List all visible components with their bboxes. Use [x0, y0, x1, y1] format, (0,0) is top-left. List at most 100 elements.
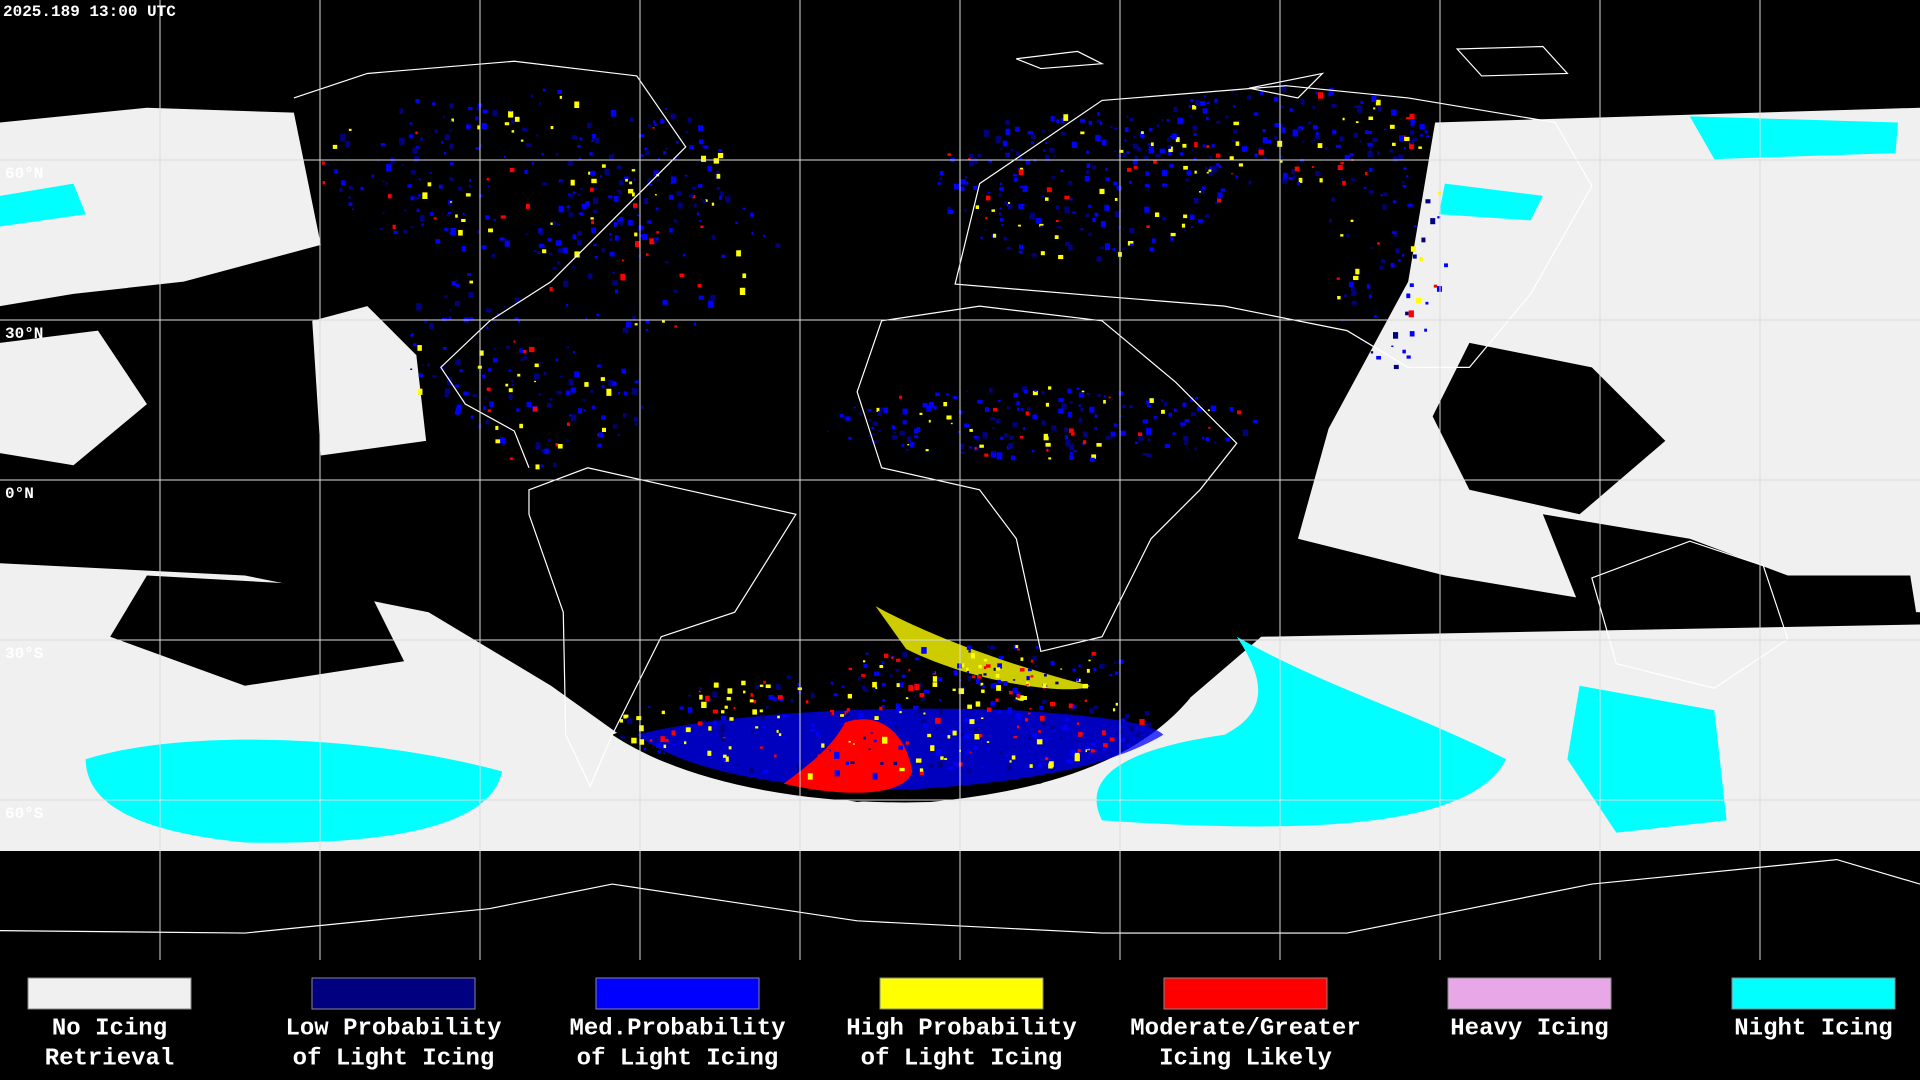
icing-pixel	[1003, 236, 1008, 241]
icing-pixel	[858, 412, 862, 415]
icing-pixel	[1124, 127, 1129, 133]
icing-pixel	[995, 135, 1001, 141]
icing-pixel	[535, 464, 540, 470]
icing-pixel	[873, 739, 877, 743]
icing-pixel	[492, 110, 498, 117]
icing-pixel	[882, 736, 888, 744]
icing-pixel	[1399, 135, 1405, 142]
icing-pixel	[967, 769, 971, 775]
icing-pixel	[567, 193, 570, 196]
icing-pixel	[522, 356, 528, 360]
icing-pixel	[541, 449, 547, 453]
icing-pixel	[1109, 737, 1115, 742]
legend-label: No Icing	[52, 1015, 167, 1042]
icing-pixel	[624, 176, 629, 180]
icing-pixel	[1144, 184, 1150, 187]
icing-pixel	[999, 182, 1003, 185]
icing-pixel	[571, 135, 577, 139]
icing-pixel	[1214, 98, 1218, 103]
icing-pixel	[1008, 442, 1014, 449]
icing-pixel	[429, 322, 434, 330]
icing-pixel	[983, 666, 987, 670]
icing-pixel	[872, 421, 878, 427]
icing-pixel	[840, 722, 844, 726]
icing-pixel	[632, 178, 637, 182]
icing-pixel	[834, 751, 840, 759]
icing-pixel	[523, 350, 527, 354]
icing-pixel	[1119, 149, 1124, 153]
icing-pixel	[679, 273, 685, 277]
icing-pixel	[1122, 228, 1124, 231]
icing-pixel	[504, 155, 506, 158]
icing-pixel	[1237, 410, 1242, 415]
icing-pixel	[1117, 226, 1121, 229]
icing-pixel	[1078, 664, 1081, 668]
icing-pixel	[1035, 664, 1038, 668]
icing-pixel	[596, 313, 600, 317]
icing-pixel	[1138, 432, 1143, 437]
icing-pixel	[891, 656, 894, 659]
icing-pixel	[653, 120, 656, 124]
icing-pixel	[718, 149, 722, 152]
icing-pixel	[1344, 154, 1351, 160]
icing-pixel	[1007, 707, 1013, 714]
icing-pixel	[1395, 248, 1400, 254]
icing-pixel	[1202, 108, 1207, 114]
icing-pixel	[1324, 146, 1328, 150]
icing-pixel	[1060, 118, 1065, 124]
icing-pixel	[992, 426, 995, 430]
icing-pixel	[1042, 683, 1047, 688]
icing-pixel	[1066, 759, 1071, 764]
icing-pixel	[1254, 153, 1258, 157]
icing-pixel	[1097, 393, 1101, 397]
icing-pixel	[1156, 124, 1160, 128]
coastline	[0, 860, 1920, 933]
icing-pixel	[976, 435, 980, 441]
icing-pixel	[486, 308, 492, 313]
icing-pixel	[1402, 349, 1406, 354]
icing-pixel	[1231, 173, 1234, 175]
icing-pixel	[525, 233, 528, 236]
icing-pixel	[1114, 127, 1119, 131]
icing-pixel	[476, 106, 481, 111]
icing-pixel	[1133, 737, 1136, 741]
icing-pixel	[912, 705, 919, 710]
icing-pixel	[1091, 165, 1096, 169]
icing-pixel	[1369, 148, 1372, 151]
icing-pixel	[1207, 409, 1210, 412]
icing-pixel	[409, 122, 413, 125]
icing-pixel	[980, 682, 984, 686]
icing-pixel	[590, 389, 594, 393]
icing-pixel	[1194, 197, 1199, 204]
icing-pixel	[671, 730, 676, 736]
icing-pixel	[1298, 128, 1301, 132]
icing-pixel	[905, 744, 909, 748]
icing-pixel	[796, 764, 802, 772]
icing-pixel	[495, 425, 499, 430]
icing-pixel	[1088, 751, 1092, 755]
icing-pixel	[776, 729, 779, 733]
icing-pixel	[547, 238, 552, 242]
icing-pixel	[577, 240, 583, 246]
icing-pixel	[1180, 422, 1186, 426]
icing-pixel	[503, 306, 506, 309]
icing-pixel	[1020, 657, 1024, 661]
icing-pixel	[1018, 203, 1023, 210]
icing-pixel	[1252, 419, 1257, 423]
icing-pixel	[1114, 150, 1117, 152]
icing-pixel	[1070, 198, 1073, 201]
icing-pixel	[752, 709, 757, 715]
icing-pixel	[1030, 212, 1035, 218]
icing-pixel	[648, 706, 651, 708]
icing-pixel	[1190, 115, 1193, 117]
icing-pixel	[775, 684, 781, 690]
icing-pixel	[863, 736, 866, 740]
icing-pixel	[1015, 151, 1020, 156]
icing-pixel	[1033, 158, 1037, 163]
icing-pixel	[896, 658, 901, 662]
icing-pixel	[1000, 436, 1004, 440]
icing-pixel	[1355, 268, 1360, 275]
icing-pixel	[993, 452, 996, 455]
icing-pixel	[1236, 94, 1238, 97]
icing-pixel	[590, 217, 594, 220]
